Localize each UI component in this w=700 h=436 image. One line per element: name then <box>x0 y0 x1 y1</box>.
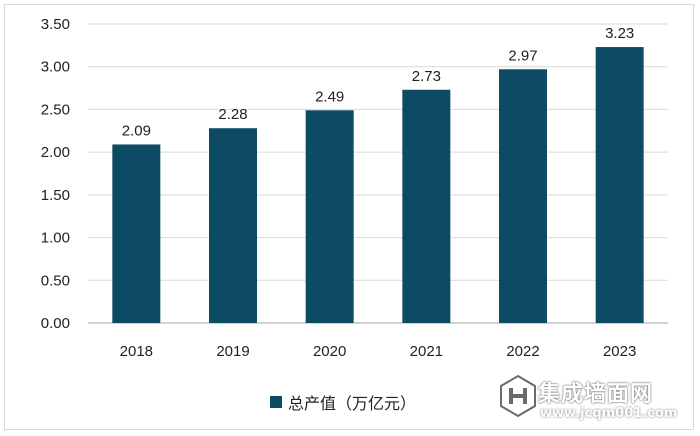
watermark-logo: 集成墙面网 www.jcqm001.com <box>498 370 694 430</box>
x-tick-label: 2023 <box>603 343 636 360</box>
bar <box>402 89 451 323</box>
y-tick-label: 0.00 <box>41 315 70 332</box>
x-tick-label: 2021 <box>410 343 443 360</box>
bar <box>209 128 257 323</box>
data-label: 3.23 <box>605 25 634 42</box>
brand-logo-icon <box>500 374 536 418</box>
data-label: 2.73 <box>412 68 441 85</box>
x-tick-label: 2020 <box>313 343 346 360</box>
y-tick-label: 1.00 <box>41 230 70 247</box>
bar <box>305 110 354 323</box>
data-label: 2.28 <box>218 106 247 123</box>
y-tick-label: 3.00 <box>41 59 70 76</box>
bar <box>595 47 644 324</box>
y-tick-label: 1.50 <box>41 187 70 204</box>
legend: 总产值（万亿元） <box>270 390 416 414</box>
y-tick-label: 3.50 <box>41 16 70 33</box>
y-tick-label: 2.50 <box>41 101 70 118</box>
x-tick-label: 2018 <box>120 343 153 360</box>
legend-label: 总产值（万亿元） <box>288 396 417 413</box>
legend-swatch <box>270 396 282 408</box>
x-tick-label: 2019 <box>216 343 249 360</box>
x-tick-label: 2022 <box>506 343 539 360</box>
y-tick-label: 0.50 <box>41 272 70 289</box>
data-label: 2.49 <box>315 88 344 105</box>
watermark-url: www.jcqm001.com <box>540 406 678 421</box>
watermark-brand: 集成墙面网 <box>538 381 654 406</box>
bars <box>112 47 644 324</box>
gridlines <box>88 23 668 324</box>
data-label: 2.09 <box>122 122 151 139</box>
bar <box>112 144 161 323</box>
bar <box>499 69 547 323</box>
x-axis-ticks: 2018 2019 2020 2021 2022 2023 <box>120 343 637 360</box>
data-labels: 2.09 2.28 2.49 2.73 2.97 3.23 <box>122 25 635 139</box>
y-tick-label: 2.00 <box>41 144 70 161</box>
data-label: 2.97 <box>508 47 537 64</box>
y-axis-ticks: 0.00 0.50 1.00 1.50 2.00 2.50 3.00 3.50 <box>41 16 70 332</box>
